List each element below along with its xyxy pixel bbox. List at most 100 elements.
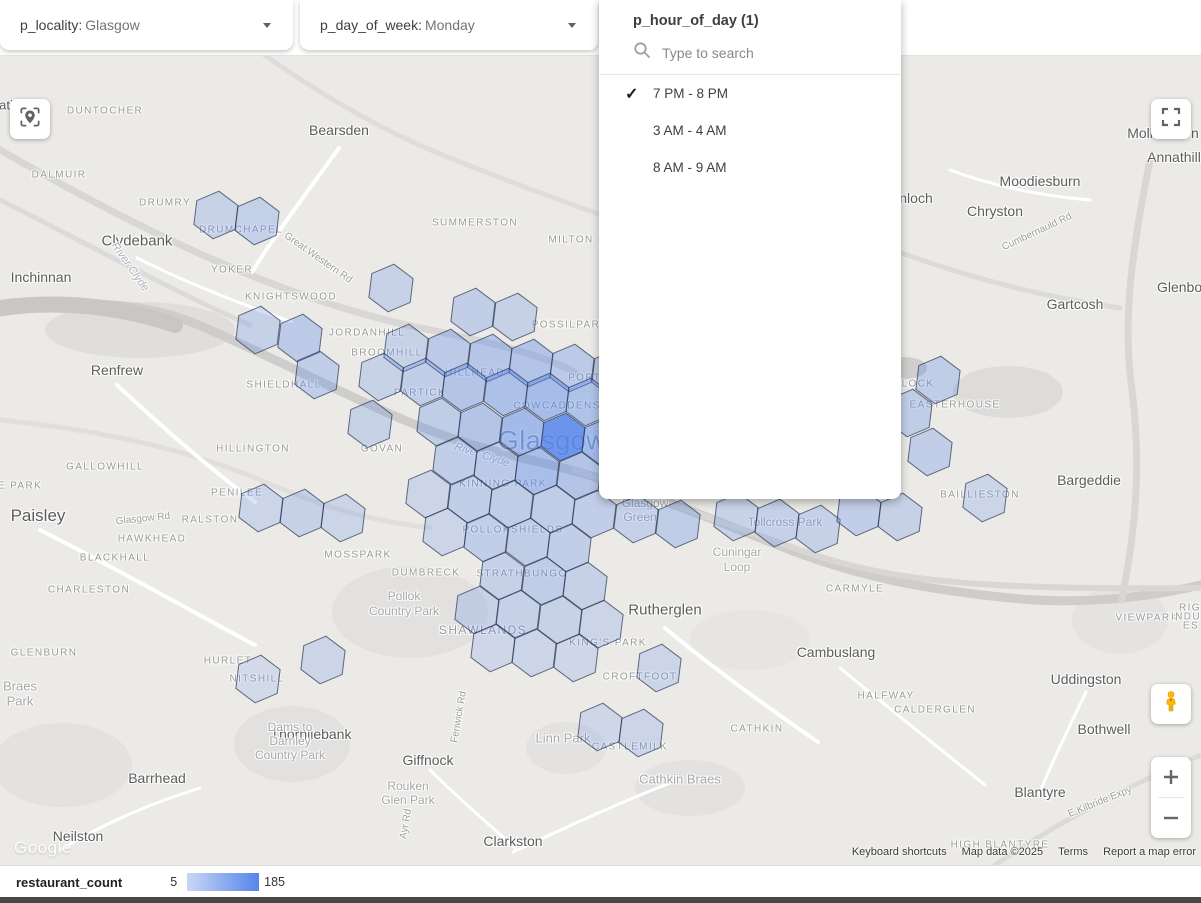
map-label: RALSTON: [181, 514, 239, 526]
fullscreen-button[interactable]: [1151, 99, 1191, 139]
map-area: [635, 760, 745, 816]
map-label: SHIELDHALL: [246, 379, 322, 391]
filter-hour-of-day-panel: p_hour_of_day (1) ✓ 7 PM - 8 PM 3 AM - 4 A…: [599, 0, 901, 499]
map-label: Giffnock: [402, 752, 454, 768]
hexbin: [553, 633, 599, 683]
map-label: GLENBURN: [10, 647, 78, 659]
hexbin: [915, 355, 961, 405]
legend-min-value: 5: [170, 875, 178, 889]
map-road: [58, 786, 202, 852]
map-label: Park: [6, 693, 34, 709]
map-area: [953, 366, 1063, 418]
filter-day-of-week[interactable]: p_day_of_week Monday: [300, 0, 598, 50]
map-label: Chryston: [966, 203, 1024, 219]
map-label: POLLOKSHIELDS: [462, 524, 564, 536]
hexbin: [907, 427, 953, 477]
hour-option-label: 3 AM - 4 AM: [653, 123, 727, 138]
map-label: VIEWPARK: [1115, 612, 1179, 624]
pegman-icon: [1159, 690, 1183, 719]
legend-max-value: 185: [264, 875, 286, 889]
hour-option[interactable]: 8 AM - 9 AM: [599, 149, 901, 186]
hexbin: [277, 313, 323, 363]
map-label: Renfrew: [90, 362, 144, 378]
map-label: DRUMRY: [138, 197, 192, 209]
map-label: Braes: [3, 678, 37, 694]
search-input[interactable]: [660, 43, 874, 62]
map-area: [690, 610, 810, 670]
hexbin: [618, 708, 664, 758]
map-label: HAWKHEAD: [117, 533, 187, 545]
hexbin: [877, 492, 923, 542]
map-label: DUMBRECK: [391, 567, 461, 579]
map-area: [526, 722, 606, 774]
map-road: [1038, 690, 1088, 794]
map-label: HILLINGTON: [216, 443, 290, 455]
map-label: Cathkin Braes: [639, 771, 721, 787]
filter-locality[interactable]: p_locality Glasgow: [0, 0, 293, 50]
map-label: Glenboig: [1156, 279, 1201, 295]
map-label: RIG: [1179, 602, 1201, 614]
map-label: Bearsden: [309, 122, 369, 138]
zoom-out-button[interactable]: [1151, 798, 1191, 838]
keyboard-shortcuts-link[interactable]: Keyboard shortcuts: [851, 846, 947, 858]
map-data-text: Map data ©2025: [961, 846, 1044, 858]
map-label: Clarkston: [483, 833, 543, 849]
map-label: Rutherglen: [628, 601, 702, 619]
hexbin: [578, 599, 624, 649]
hour-option-label: 8 AM - 9 AM: [653, 160, 727, 175]
map-label: SUMMERSTON: [431, 217, 519, 229]
hexbin: [425, 328, 471, 378]
map-label: CHARLESTON: [47, 584, 131, 596]
hour-option[interactable]: ✓ 7 PM - 8 PM: [599, 75, 901, 112]
map-area: [0, 723, 132, 807]
hexbin: [422, 507, 468, 557]
hexbin: [571, 489, 617, 539]
map-label: MILTON: [548, 234, 594, 246]
map-label: PENILEE: [210, 487, 264, 499]
hexbin: [347, 399, 393, 449]
map-road: [0, 417, 433, 531]
hour-option[interactable]: 3 AM - 4 AM: [599, 112, 901, 149]
map-label: Darnley: [269, 734, 311, 748]
location-pin-icon: [17, 104, 43, 135]
hexbin: [613, 494, 659, 544]
map-road: [838, 666, 987, 787]
hexbin: [636, 643, 682, 693]
chevron-down-icon: [263, 23, 271, 28]
hexbin: [235, 305, 281, 355]
terms-link[interactable]: Terms: [1058, 846, 1089, 858]
map-label: Barrhead: [128, 770, 186, 786]
map-label: Gartcosh: [1046, 296, 1104, 312]
map-road: [0, 197, 253, 328]
map-label: Loop: [723, 560, 751, 574]
hexbin: [655, 499, 701, 549]
map-label: STRATHBUNGO: [476, 568, 568, 580]
filter-locality-label: p_locality: [20, 17, 82, 33]
pegman-button[interactable]: [1151, 684, 1191, 724]
zoom-in-button[interactable]: [1151, 757, 1191, 797]
map-label: MOSSPARK: [324, 549, 392, 561]
hexbin: [492, 292, 538, 342]
map-label: JORDANHILL: [328, 327, 406, 339]
map-label: Rouken: [387, 779, 429, 793]
map-road: [1118, 156, 1154, 604]
map-area: [234, 706, 350, 782]
hexbin: [358, 352, 404, 402]
map-label: Glasgow: [621, 496, 669, 510]
map-label: Tollcross Park: [747, 515, 823, 529]
minus-icon: [1164, 816, 1178, 820]
map-label: CALDERGLEN: [894, 704, 976, 716]
map-label: BLACKHALL: [79, 552, 151, 564]
hexbin: [441, 362, 487, 412]
map-label: Bargeddie: [1057, 472, 1121, 488]
map-road: [250, 146, 341, 274]
hexbin: [962, 473, 1008, 523]
map-label: DRUMCHAPEL: [198, 224, 284, 236]
pan-to-location-button[interactable]: [10, 99, 50, 139]
map-road: [663, 626, 820, 744]
map-label: HURLET: [203, 655, 253, 667]
report-map-error-link[interactable]: Report a map error: [1103, 846, 1196, 858]
filter-day-label: p_day_of_week: [320, 17, 422, 33]
map-label: Neilston: [52, 828, 104, 844]
